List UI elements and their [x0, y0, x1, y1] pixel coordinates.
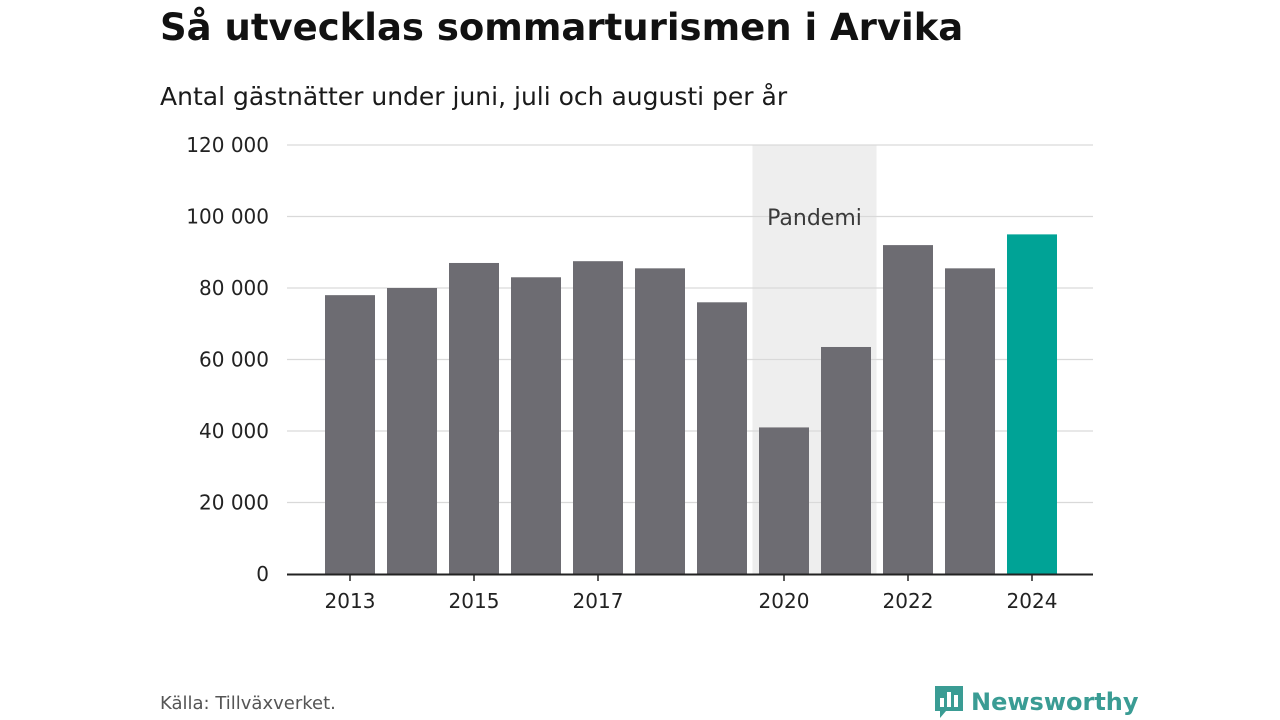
- bar-2014: [387, 288, 437, 574]
- chart-subtitle: Antal gästnätter under juni, juli och au…: [160, 82, 788, 111]
- brand-logo: Newsworthy: [933, 684, 1139, 720]
- bar-2022: [883, 245, 933, 574]
- y-tick-label: 120 000: [186, 133, 269, 157]
- bar-2016: [511, 277, 561, 574]
- bar-2024: [1007, 234, 1057, 574]
- annotation-label: Pandemi: [767, 206, 862, 231]
- y-tick-label: 60 000: [199, 348, 269, 372]
- x-tick-label: 2013: [325, 589, 376, 613]
- y-tick-label: 40 000: [199, 419, 269, 443]
- bar-2018: [635, 268, 685, 574]
- y-tick-label: 0: [256, 562, 269, 586]
- x-tick-label: 2015: [449, 589, 500, 613]
- x-tick-label: 2020: [759, 589, 810, 613]
- brand-name: Newsworthy: [971, 688, 1139, 716]
- chart-title: Så utvecklas sommarturismen i Arvika: [160, 6, 964, 49]
- bar-2019: [697, 302, 747, 574]
- bar-2020: [759, 427, 809, 574]
- y-tick-label: 20 000: [199, 491, 269, 515]
- source-note: Källa: Tillväxverket.: [160, 693, 336, 714]
- y-tick-label: 100 000: [186, 205, 269, 229]
- bar-chart: Pandemi 0 20 000 40 000 60 000 80 000 100 000 1…: [186, 133, 1093, 613]
- bar-2021: [821, 346, 871, 574]
- x-tick-label: 2024: [1007, 589, 1058, 613]
- x-tick-label: 2017: [573, 589, 624, 613]
- bar-2023: [945, 268, 995, 574]
- bar-2017: [573, 261, 623, 574]
- bar-2015: [449, 262, 499, 574]
- x-tick-label: 2022: [883, 589, 934, 613]
- bar-chart-speech-bubble-icon: [935, 686, 963, 718]
- y-tick-label: 80 000: [199, 276, 269, 300]
- bar-2013: [325, 295, 375, 574]
